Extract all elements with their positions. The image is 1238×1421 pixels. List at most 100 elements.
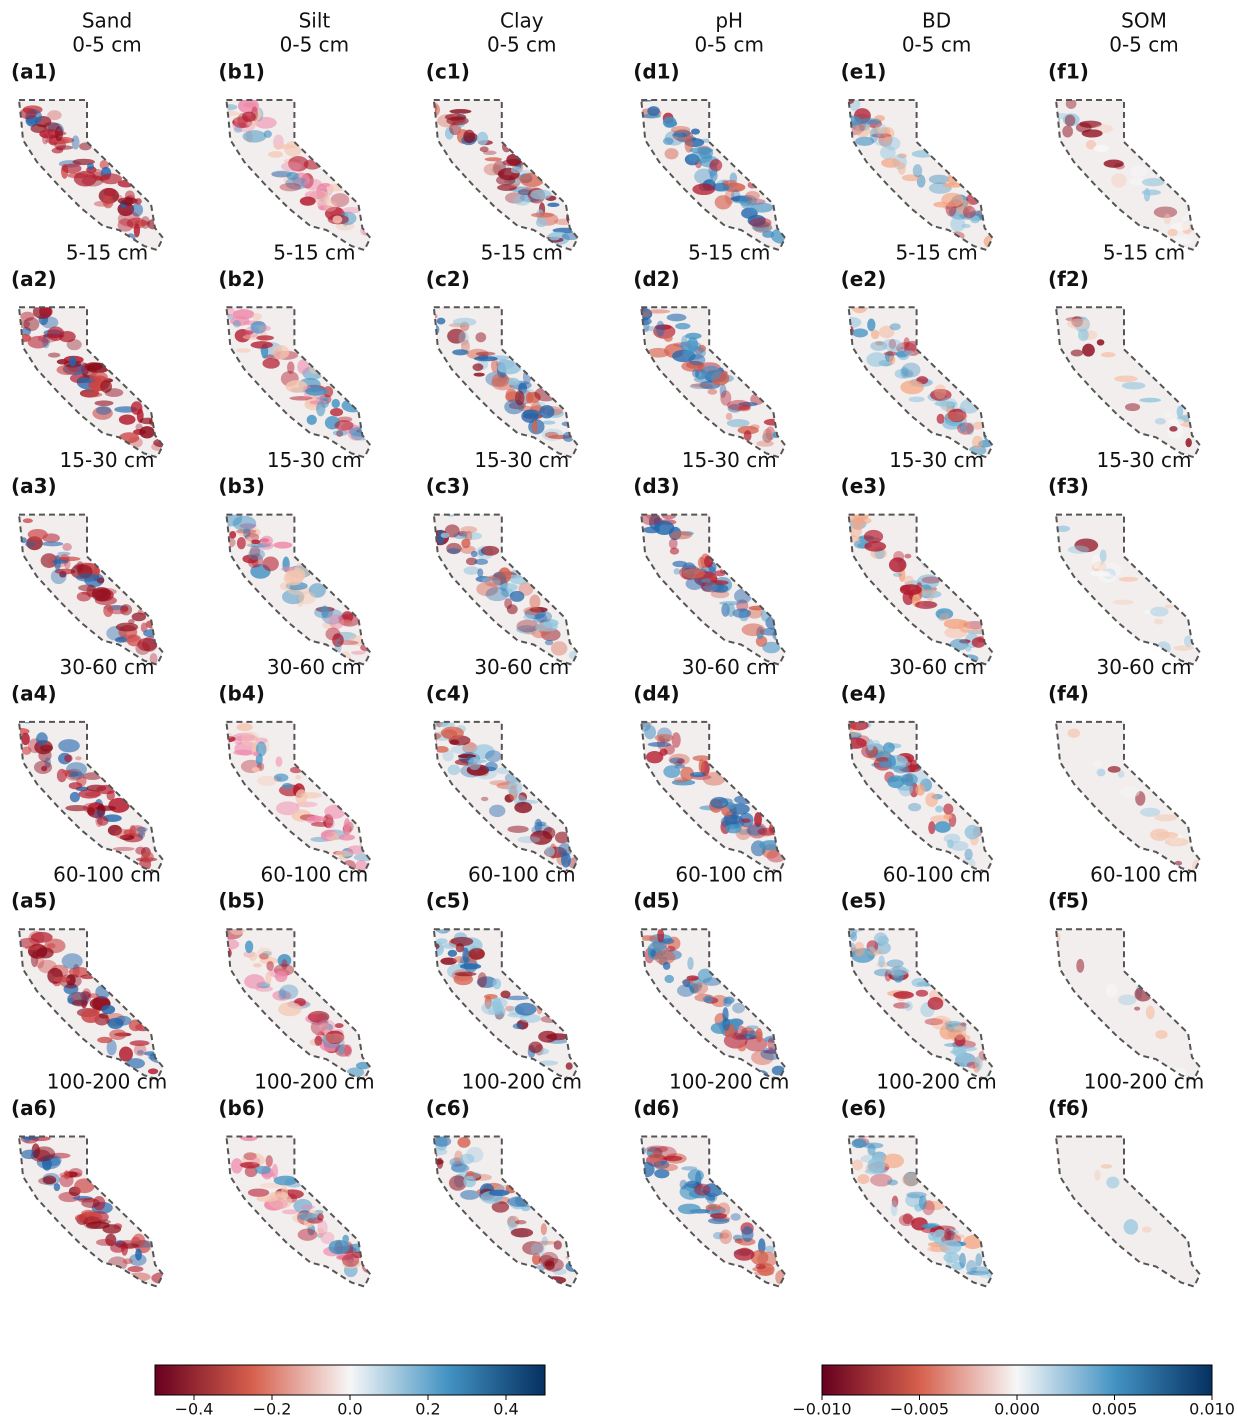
depth-label: 15-30 cm <box>889 448 984 472</box>
column-title: BD <box>922 9 951 33</box>
map-fill <box>1056 515 1200 665</box>
map-patch <box>298 1213 319 1221</box>
map-patch <box>537 1241 557 1245</box>
map-patch <box>985 636 1000 640</box>
map-patch <box>307 415 317 425</box>
map-patch <box>513 1023 524 1029</box>
map-patch <box>663 962 671 970</box>
depth-label: 0-5 cm <box>1109 33 1179 57</box>
map-patch <box>672 561 687 567</box>
map-patch <box>427 505 446 511</box>
map-patch <box>1097 769 1106 777</box>
map-patch <box>727 604 736 617</box>
map-patch <box>67 339 82 350</box>
map-patch <box>468 948 485 960</box>
map-patch <box>693 755 711 761</box>
map-patch <box>264 130 272 138</box>
depth-label: 30-60 cm <box>889 655 984 679</box>
map-patch <box>903 575 914 585</box>
map-patch <box>731 189 740 203</box>
map-patch <box>879 761 889 767</box>
depth-label: 5-15 cm <box>66 241 148 265</box>
map-patch <box>1062 125 1073 137</box>
map-patch <box>478 972 487 987</box>
map-patch <box>457 1137 470 1148</box>
panel-label: (e6) <box>841 1096 887 1120</box>
map-patch <box>694 1184 711 1196</box>
map-patch <box>69 356 77 366</box>
map-patch <box>922 576 941 583</box>
map-patch <box>460 963 481 969</box>
map-patch <box>23 1131 32 1135</box>
map-patch <box>882 339 903 351</box>
panel-label: (b4) <box>218 681 265 705</box>
depth-label: 60-100 cm <box>53 862 161 886</box>
map-patch <box>982 622 991 630</box>
map-patch <box>47 943 56 948</box>
map-patch <box>448 765 461 776</box>
map-patch <box>474 356 498 361</box>
map-patch <box>1155 814 1177 821</box>
map <box>13 504 163 665</box>
map-patch <box>36 504 45 514</box>
map-patch <box>126 1058 145 1068</box>
map-patch <box>528 1042 542 1053</box>
map-patch <box>625 299 646 313</box>
depth-label: 100-200 cm <box>462 1070 582 1094</box>
map-patch <box>1139 398 1161 403</box>
map-patch <box>113 847 135 851</box>
depth-label: 60-100 cm <box>261 862 369 886</box>
map-patch <box>964 849 972 860</box>
map-patch <box>1169 426 1177 432</box>
map-patch <box>314 607 333 619</box>
map-patch <box>351 431 371 440</box>
map-patch <box>900 778 910 782</box>
panel-label: (a4) <box>11 681 57 705</box>
map-patch <box>33 1146 55 1161</box>
map-patch <box>539 405 554 418</box>
map-patch <box>40 745 53 752</box>
map-patch <box>262 556 278 571</box>
map-patch <box>710 797 728 809</box>
map-patch <box>273 144 296 149</box>
map <box>625 299 785 458</box>
map-patch <box>1134 1007 1140 1011</box>
map-patch <box>644 725 656 739</box>
map-patch <box>134 223 140 237</box>
colorbar-tick-label: 0.010 <box>1189 1400 1235 1419</box>
map-patch <box>855 137 874 146</box>
map-patch <box>64 755 72 763</box>
map-patch <box>953 1024 967 1040</box>
panel-label: (c4) <box>426 681 470 705</box>
map-patch <box>689 354 706 365</box>
depth-label: 100-200 cm <box>876 1070 996 1094</box>
map-patch <box>1164 412 1171 417</box>
map-patch <box>485 157 502 161</box>
map <box>428 307 578 457</box>
map-patch <box>749 217 771 227</box>
map-patch <box>1165 604 1174 608</box>
map <box>641 509 790 665</box>
map-patch <box>704 582 717 592</box>
map-patch <box>639 1162 654 1177</box>
map-patch <box>839 322 848 335</box>
map-patch <box>25 946 40 950</box>
map-patch <box>677 758 685 764</box>
map-patch <box>913 164 923 177</box>
map-patch <box>7 102 19 109</box>
map-patch <box>963 206 976 219</box>
panel-label: (f2) <box>1048 267 1089 291</box>
map-patch <box>316 401 325 416</box>
map-patch <box>324 200 337 211</box>
map <box>209 505 373 665</box>
map-patch <box>899 1214 915 1226</box>
panel-label: (d5) <box>633 889 680 913</box>
map-patch <box>902 363 921 378</box>
map-patch <box>25 914 40 928</box>
map-patch <box>1106 1176 1119 1188</box>
map-patch <box>913 768 928 784</box>
map-patch <box>928 1232 936 1241</box>
depth-label: 30-60 cm <box>267 655 362 679</box>
map-patch <box>655 1163 662 1170</box>
map-patch <box>647 348 670 358</box>
